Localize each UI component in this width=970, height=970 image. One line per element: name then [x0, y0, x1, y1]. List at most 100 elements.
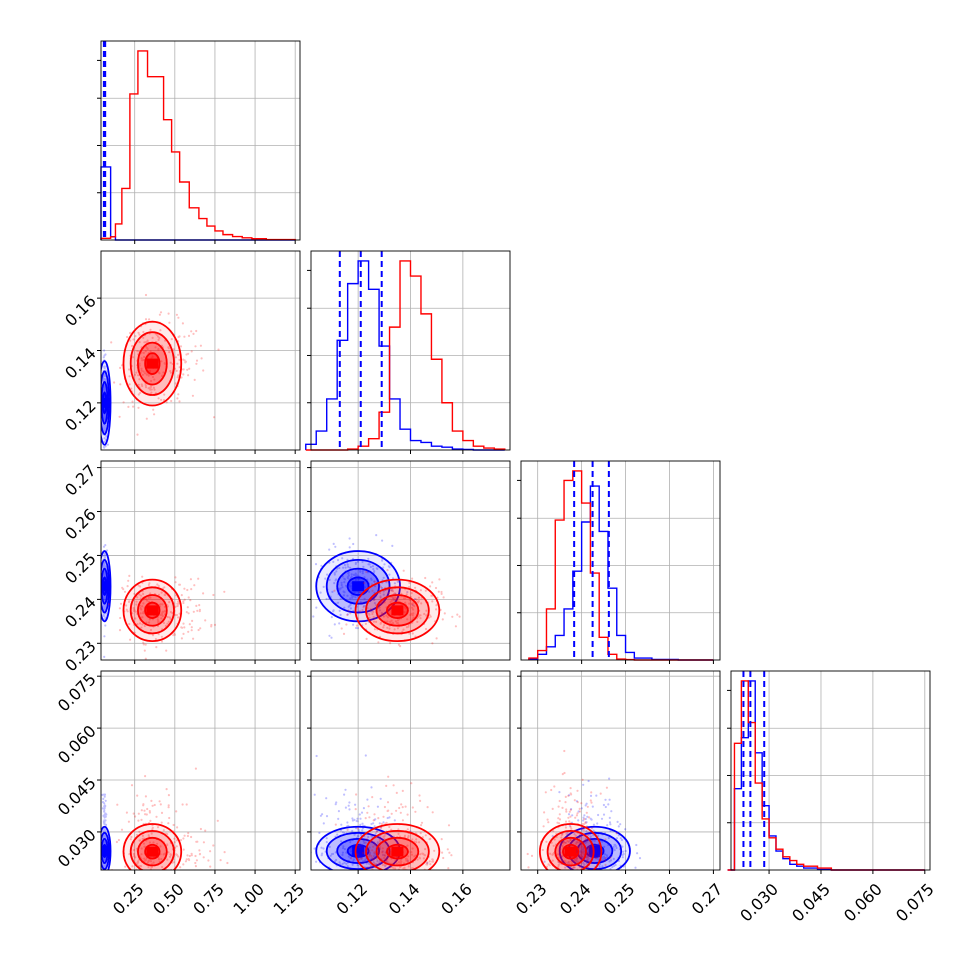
histogram-red-p1 [100, 50, 296, 241]
panel-p3-p3 [517, 460, 721, 664]
x-tick-label: 0.23 [512, 880, 551, 919]
contour-blue [576, 837, 614, 864]
panel-p1-p1 [97, 40, 301, 244]
contour-red [375, 594, 420, 627]
x-tick-label: 0.25 [600, 880, 639, 919]
y-tick-label: 0.060 [54, 721, 100, 767]
contour-red [129, 331, 175, 396]
contour-red [365, 829, 430, 870]
panel-p1-p4 [97, 670, 301, 874]
density-layer [312, 534, 461, 648]
density-peak-red [146, 605, 159, 616]
panel-frame [100, 460, 301, 661]
contour-red [354, 823, 441, 870]
density-layer [311, 754, 453, 870]
panel-p1-p2 [97, 250, 301, 454]
y-tick-label: 0.14 [61, 344, 100, 383]
x-tick-label: 0.50 [149, 880, 188, 919]
density-peak-blue [352, 581, 365, 592]
panel-p1-p3 [97, 460, 301, 664]
x-tick-label: 0.060 [840, 880, 886, 926]
y-tick-label: 0.075 [54, 670, 100, 716]
panel-frame [100, 40, 301, 241]
density-peak-red [391, 605, 404, 616]
y-tick-label: 0.12 [61, 396, 100, 435]
x-tick-label: 1.00 [229, 880, 268, 919]
density-peak-red [146, 358, 159, 369]
x-tick-label: 1.25 [270, 880, 309, 919]
x-tick-label: 0.27 [688, 880, 727, 919]
contour-red [538, 823, 603, 870]
contour-red [144, 601, 161, 619]
panel-background [101, 41, 300, 240]
x-tick-label: 0.25 [109, 880, 148, 919]
density-peak-red [391, 846, 404, 857]
contour-red [365, 586, 430, 635]
density-layer [101, 767, 229, 870]
contour-blue [346, 844, 370, 858]
y-tick-label: 0.23 [61, 637, 100, 676]
x-tick-label: 0.26 [644, 880, 683, 919]
contour-blue [336, 567, 380, 605]
contour-red [137, 836, 168, 867]
contour-red [386, 601, 409, 619]
contour-red [354, 578, 441, 643]
contour-red [122, 823, 183, 870]
y-tick-label: 0.24 [61, 593, 100, 632]
y-tick-label: 0.26 [61, 505, 100, 544]
contour-red [122, 578, 183, 643]
panel-background [101, 671, 300, 870]
x-tick-label: 0.14 [385, 880, 424, 919]
y-tick-label: 0.25 [61, 549, 100, 588]
contour-red [129, 586, 175, 635]
panel-frame [100, 670, 301, 871]
contour-red [137, 341, 168, 386]
contour-red [562, 843, 580, 860]
panel-p2-p4 [307, 670, 511, 874]
contour-red [375, 836, 420, 867]
density-peak-red [146, 846, 159, 857]
x-tick-label: 0.24 [556, 880, 595, 919]
contour-red [129, 829, 175, 870]
panel-p2-p3 [307, 460, 511, 664]
panel-frame [520, 670, 721, 871]
y-tick-label: 0.27 [61, 461, 100, 500]
panel-p2-p2 [305, 250, 511, 454]
y-tick-label: 0.045 [54, 773, 100, 819]
contour-blue [325, 558, 391, 614]
panel-frame [520, 460, 721, 661]
panel-p3-p4 [517, 670, 721, 874]
x-tick-label: 0.045 [788, 880, 834, 926]
density-peak-blue [101, 845, 111, 856]
density-peak-blue [101, 581, 111, 592]
x-tick-label: 0.12 [333, 880, 372, 919]
x-tick-label: 0.16 [437, 880, 476, 919]
contour-red [137, 594, 168, 627]
density-peak-red [564, 846, 577, 857]
x-tick-label: 0.030 [736, 880, 782, 926]
y-tick-label: 0.030 [54, 825, 100, 871]
density-layer [101, 293, 220, 449]
contour-red [144, 843, 161, 860]
density-peak-blue [352, 845, 365, 856]
density-peak-blue [101, 397, 111, 408]
contour-red [144, 352, 161, 375]
panel-background [521, 461, 720, 660]
contour-blue [346, 576, 370, 596]
contour-red [554, 836, 587, 867]
contour-red [386, 843, 409, 860]
x-tick-label: 0.75 [189, 880, 228, 919]
panel-p4-p4 [727, 670, 931, 874]
histogram-red-p2 [305, 260, 506, 451]
histogram-red-p4 [727, 680, 925, 871]
density-layer [526, 749, 642, 870]
contour-red [546, 829, 595, 870]
density-peak-blue [588, 845, 601, 856]
contour-blue [558, 825, 631, 870]
panel-frame [730, 670, 931, 871]
contour-red [122, 320, 183, 407]
density-layer [101, 544, 226, 660]
y-tick-label: 0.16 [61, 291, 100, 330]
histogram-blue-p2 [305, 260, 505, 451]
